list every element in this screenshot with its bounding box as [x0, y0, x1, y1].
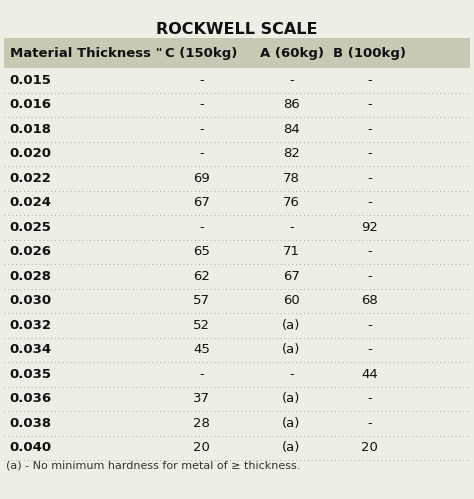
Text: (a): (a)	[283, 392, 301, 405]
Text: Material Thickness ": Material Thickness "	[9, 46, 162, 59]
Text: -: -	[367, 196, 372, 209]
Text: 0.036: 0.036	[9, 392, 52, 405]
Text: -: -	[367, 123, 372, 136]
Text: -: -	[199, 123, 204, 136]
Text: -: -	[367, 319, 372, 332]
Text: 68: 68	[361, 294, 378, 307]
Text: 76: 76	[283, 196, 300, 209]
Text: 20: 20	[193, 441, 210, 454]
Text: 71: 71	[283, 245, 300, 258]
Text: 20: 20	[361, 441, 378, 454]
Text: 0.016: 0.016	[9, 98, 52, 111]
Text: 0.040: 0.040	[9, 441, 52, 454]
Text: -: -	[367, 74, 372, 87]
Text: 0.020: 0.020	[9, 147, 52, 160]
Text: 92: 92	[361, 221, 378, 234]
Text: -: -	[199, 221, 204, 234]
Text: B (100kg): B (100kg)	[333, 46, 406, 59]
Text: -: -	[367, 147, 372, 160]
Text: 0.015: 0.015	[9, 74, 52, 87]
Text: 0.024: 0.024	[9, 196, 52, 209]
Text: 0.022: 0.022	[9, 172, 52, 185]
Text: 0.035: 0.035	[9, 368, 52, 381]
Text: -: -	[199, 147, 204, 160]
Text: 28: 28	[193, 417, 210, 430]
Text: C (150kg): C (150kg)	[165, 46, 237, 59]
Text: 0.025: 0.025	[9, 221, 52, 234]
Text: -: -	[199, 368, 204, 381]
Text: 62: 62	[193, 270, 210, 283]
Text: 78: 78	[283, 172, 300, 185]
Text: -: -	[367, 343, 372, 356]
Text: -: -	[367, 417, 372, 430]
FancyBboxPatch shape	[4, 38, 470, 68]
Text: 60: 60	[283, 294, 300, 307]
Text: 0.018: 0.018	[9, 123, 52, 136]
Text: -: -	[367, 245, 372, 258]
Text: (a): (a)	[283, 343, 301, 356]
Text: 0.034: 0.034	[9, 343, 52, 356]
Text: 69: 69	[193, 172, 210, 185]
Text: 0.030: 0.030	[9, 294, 52, 307]
Text: 0.028: 0.028	[9, 270, 52, 283]
Text: -: -	[367, 270, 372, 283]
Text: 82: 82	[283, 147, 300, 160]
Text: A (60kg): A (60kg)	[259, 46, 324, 59]
Text: 84: 84	[283, 123, 300, 136]
Text: 0.038: 0.038	[9, 417, 52, 430]
Text: (a) - No minimum hardness for metal of ≥ thickness.: (a) - No minimum hardness for metal of ≥…	[6, 461, 301, 471]
Text: -: -	[367, 172, 372, 185]
Text: (a): (a)	[283, 319, 301, 332]
Text: 44: 44	[361, 368, 378, 381]
Text: 45: 45	[193, 343, 210, 356]
Text: 86: 86	[283, 98, 300, 111]
Text: (a): (a)	[283, 441, 301, 454]
Text: 0.032: 0.032	[9, 319, 52, 332]
Text: -: -	[289, 74, 294, 87]
Text: 67: 67	[193, 196, 210, 209]
Text: -: -	[367, 392, 372, 405]
Text: -: -	[289, 368, 294, 381]
Text: -: -	[199, 74, 204, 87]
Text: (a): (a)	[283, 417, 301, 430]
Text: 67: 67	[283, 270, 300, 283]
Text: 52: 52	[193, 319, 210, 332]
Text: 65: 65	[193, 245, 210, 258]
Text: -: -	[199, 98, 204, 111]
Text: 0.026: 0.026	[9, 245, 52, 258]
Text: 57: 57	[193, 294, 210, 307]
Text: ROCKWELL SCALE: ROCKWELL SCALE	[156, 22, 318, 37]
Text: -: -	[367, 98, 372, 111]
Text: -: -	[289, 221, 294, 234]
Text: 37: 37	[193, 392, 210, 405]
